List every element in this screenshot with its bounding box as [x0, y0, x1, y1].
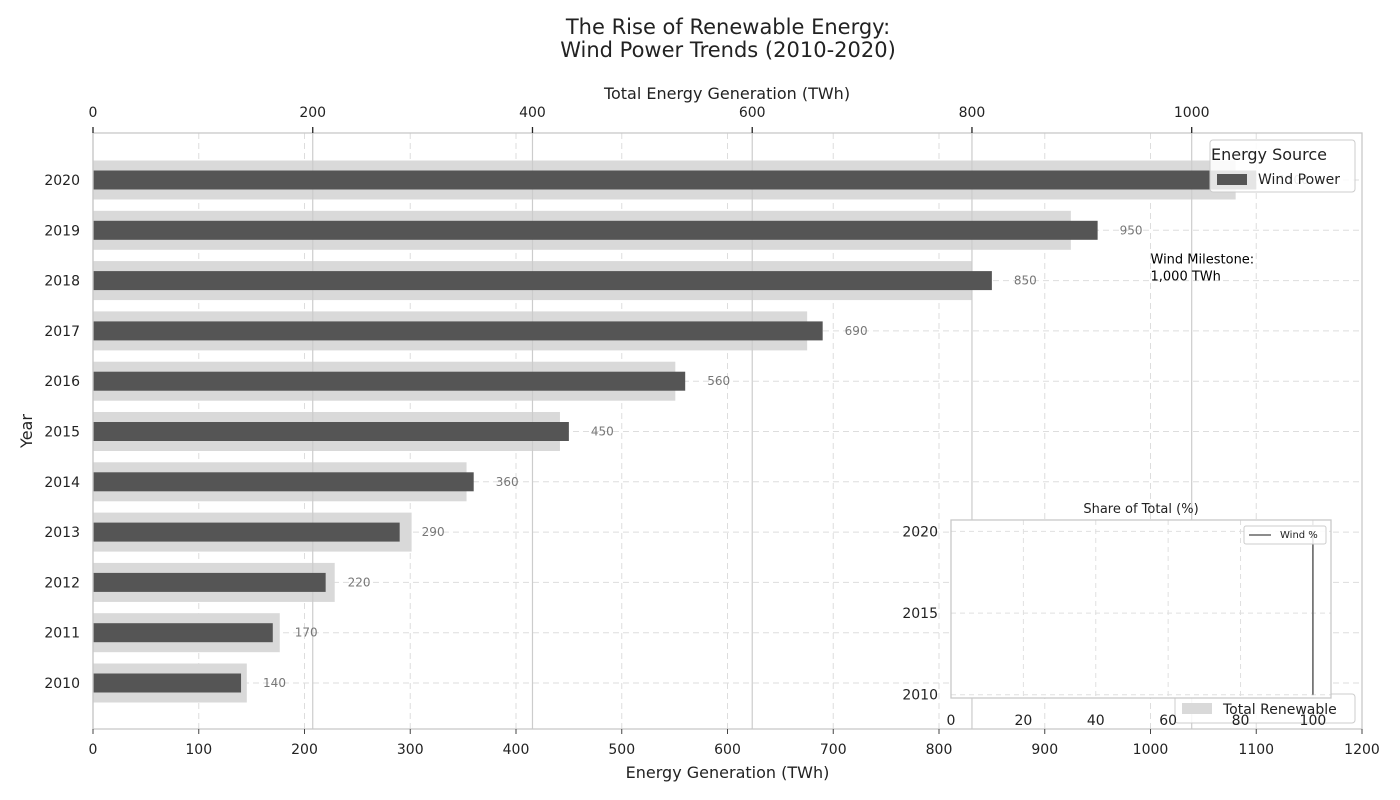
- data-label-2010: 140: [263, 676, 286, 690]
- y-tick-label-2018: 2018: [44, 274, 80, 290]
- x-tick-label-6: 600: [714, 742, 741, 758]
- inset-title: Share of Total (%): [1083, 502, 1198, 517]
- top-tick-label-2: 400: [519, 105, 546, 121]
- wind-power-bar-2013: [93, 522, 400, 542]
- y-tick-label-2020: 2020: [44, 173, 80, 189]
- y-tick-label-2013: 2013: [44, 525, 80, 541]
- x-tick-label-3: 300: [397, 742, 424, 758]
- y-tick-label-2016: 2016: [44, 374, 80, 390]
- data-label-2012: 220: [348, 575, 371, 589]
- data-label-2018: 850: [1014, 274, 1037, 288]
- x-tick-label-0: 0: [89, 742, 98, 758]
- inset-background: [951, 520, 1331, 698]
- inset-y-tick-label-2: 2020: [902, 524, 938, 540]
- inset-y-tick-label-0: 2010: [902, 688, 938, 704]
- inset-plot-area: 0 20 40 60 80 100 2010 2015 2020 Share of Total (…: [902, 502, 1332, 729]
- y-tick-label-2014: 2014: [44, 475, 80, 491]
- x-tick-label-4: 400: [503, 742, 530, 758]
- wind-power-bar-2019: [93, 220, 1098, 240]
- data-label-2011: 170: [295, 626, 318, 640]
- legend-entry-total: Total Renewable: [1222, 702, 1337, 718]
- legend-energy-source: Energy Source Wind Power: [1209, 139, 1356, 193]
- inset-legend-entry: Wind %: [1280, 530, 1318, 541]
- inset-x-tick-label-5: 100: [1300, 713, 1327, 729]
- data-label-2014: 360: [496, 475, 519, 489]
- data-label-2019: 950: [1120, 223, 1143, 237]
- x-tick-label-10: 1000: [1133, 742, 1169, 758]
- inset-y-tick-label-1: 2015: [902, 606, 938, 622]
- wind-power-bar-2020: [93, 170, 1257, 190]
- legend-total-renewable: Total Renewable: [1174, 693, 1356, 724]
- top-tick-label-1: 200: [299, 105, 326, 121]
- chart-title-line1: The Rise of Renewable Energy:: [565, 15, 890, 39]
- legend-swatch-total: [1182, 703, 1212, 714]
- x-tick-label-12: 1200: [1344, 742, 1380, 758]
- inset-legend: Wind %: [1243, 525, 1327, 545]
- wind-power-bar-2014: [93, 472, 474, 492]
- inset-x-tick-label-3: 60: [1159, 713, 1177, 729]
- inset-x-tick-label-4: 80: [1232, 713, 1250, 729]
- main-plot-area: 140 170 220 290 360 450 560 690 850 950 1100 0 100 20…: [17, 84, 1380, 782]
- top-axis-label: Total Energy Generation (TWh): [603, 84, 850, 103]
- y-tick-label-2011: 2011: [44, 626, 80, 642]
- x-tick-label-1: 100: [185, 742, 212, 758]
- legend-entry-wind: Wind Power: [1258, 172, 1340, 188]
- y-tick-label-2010: 2010: [44, 676, 80, 692]
- x-tick-label-2: 200: [291, 742, 318, 758]
- inset-x-tick-label-0: 0: [947, 713, 956, 729]
- top-tick-label-5: 1000: [1174, 105, 1210, 121]
- x-tick-label-11: 1100: [1238, 742, 1274, 758]
- x-tick-label-7: 700: [820, 742, 847, 758]
- wind-power-bar-2015: [93, 422, 569, 441]
- data-label-2016: 560: [707, 374, 730, 388]
- x-tick-label-8: 800: [926, 742, 953, 758]
- data-label-2013: 290: [422, 525, 445, 539]
- wind-power-bar-2018: [93, 271, 992, 291]
- annotation-line2: 1,000 TWh: [1151, 270, 1221, 285]
- chart-title-line2: Wind Power Trends (2010-2020): [560, 38, 896, 62]
- wind-power-bar-2010: [93, 673, 242, 693]
- wind-power-bar-2012: [93, 572, 326, 592]
- y-tick-label-2017: 2017: [44, 324, 80, 340]
- x-tick-label-5: 500: [608, 742, 635, 758]
- top-tick-label-3: 600: [739, 105, 766, 121]
- inset-x-tick-label-2: 40: [1087, 713, 1105, 729]
- wind-power-bar-2016: [93, 371, 686, 391]
- top-tick-label-0: 0: [89, 105, 98, 121]
- inset-frame: [950, 519, 1332, 699]
- data-label-2015: 450: [591, 425, 614, 439]
- y-tick-label-2012: 2012: [44, 575, 80, 591]
- top-tick-label-4: 800: [959, 105, 986, 121]
- x-axis-label: Energy Generation (TWh): [626, 763, 830, 782]
- wind-power-bar-2017: [93, 321, 823, 341]
- y-tick-label-2019: 2019: [44, 223, 80, 239]
- legend-swatch-wind: [1217, 174, 1247, 185]
- inset-x-tick-label-1: 20: [1014, 713, 1032, 729]
- annotation-line1: Wind Milestone:: [1151, 253, 1255, 268]
- data-label-2017: 690: [845, 324, 868, 338]
- inset-legend-box: [1243, 525, 1327, 545]
- legend-title: Energy Source: [1211, 145, 1327, 164]
- y-tick-label-2015: 2015: [44, 425, 80, 441]
- x-tick-label-9: 900: [1031, 742, 1058, 758]
- y-axis-label: Year: [17, 414, 36, 449]
- wind-power-bar-2011: [93, 623, 273, 643]
